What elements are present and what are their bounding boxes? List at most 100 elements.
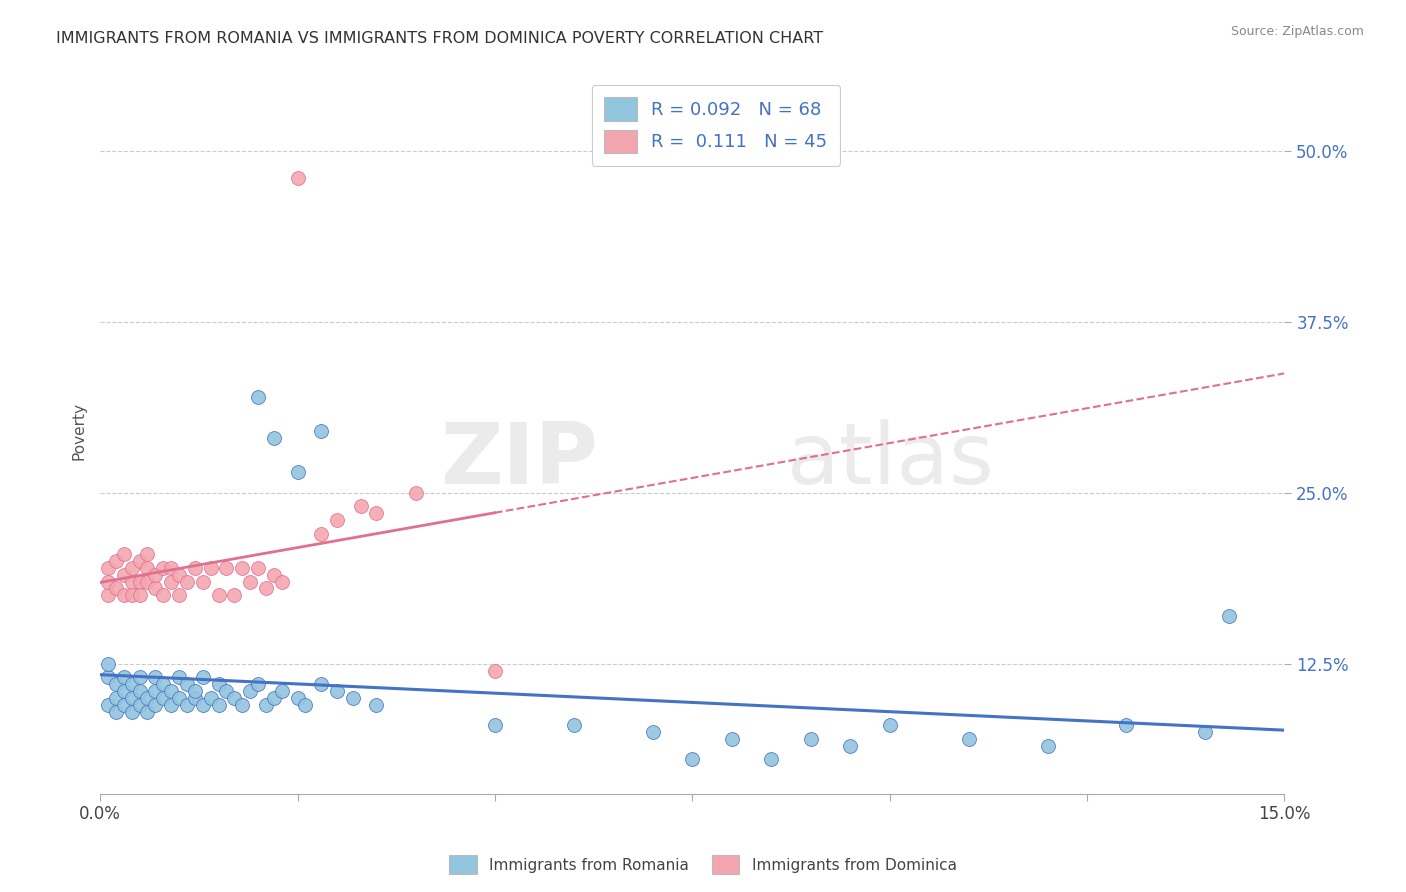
Point (97, 561, 120, 575)
Point (484, 664, 506, 678)
Point (191, 670, 214, 684)
Point (136, 561, 159, 575)
Point (104, 554, 127, 568)
Point (239, 684, 262, 698)
Text: IMMIGRANTS FROM ROMANIA VS IMMIGRANTS FROM DOMINICA POVERTY CORRELATION CHART: IMMIGRANTS FROM ROMANIA VS IMMIGRANTS FR… (56, 31, 824, 46)
Point (160, 698, 183, 712)
Point (326, 684, 349, 698)
Point (97, 574, 120, 589)
Point (342, 690, 364, 705)
Point (247, 390, 270, 404)
Point (350, 500, 373, 514)
Point (326, 513, 349, 527)
Point (97, 588, 120, 602)
Point (160, 561, 183, 575)
Point (176, 574, 198, 589)
Point (167, 690, 190, 705)
Point (104, 690, 127, 705)
Point (254, 698, 277, 712)
Point (1115, 718, 1137, 732)
Point (839, 739, 862, 753)
Point (121, 561, 143, 575)
Point (128, 554, 150, 568)
Point (160, 684, 183, 698)
Point (128, 698, 150, 712)
Point (254, 582, 277, 596)
Point (239, 574, 262, 589)
Point (231, 698, 253, 712)
Point (207, 588, 229, 602)
Point (224, 690, 246, 705)
Point (152, 588, 174, 602)
Point (191, 574, 214, 589)
Point (1194, 725, 1216, 739)
Point (231, 561, 253, 575)
Point (121, 574, 143, 589)
Point (128, 588, 150, 602)
Point (152, 677, 174, 691)
Point (145, 567, 167, 582)
Point (294, 698, 316, 712)
Point (309, 424, 332, 438)
Point (1036, 739, 1059, 753)
Point (200, 561, 222, 575)
Point (184, 690, 207, 705)
Point (104, 582, 127, 596)
Point (641, 725, 664, 739)
Point (121, 705, 143, 719)
Point (97, 698, 120, 712)
Point (145, 698, 167, 712)
Point (121, 690, 143, 705)
Point (879, 718, 901, 732)
Point (104, 677, 127, 691)
Point (160, 574, 183, 589)
Point (761, 752, 783, 766)
Point (224, 588, 246, 602)
Point (200, 690, 222, 705)
Point (184, 561, 207, 575)
Point (287, 690, 309, 705)
Y-axis label: Poverty: Poverty (72, 402, 86, 460)
Point (309, 677, 332, 691)
Point (287, 465, 309, 479)
Point (112, 588, 135, 602)
Point (104, 705, 127, 719)
Text: atlas: atlas (787, 418, 995, 501)
Point (97, 670, 120, 684)
Point (405, 485, 427, 500)
Point (121, 677, 143, 691)
Point (681, 752, 703, 766)
Point (167, 670, 190, 684)
Legend: Immigrants from Romania, Immigrants from Dominica: Immigrants from Romania, Immigrants from… (443, 849, 963, 880)
Point (112, 567, 135, 582)
Point (136, 574, 159, 589)
Legend: R = 0.092   N = 68, R =  0.111   N = 45: R = 0.092 N = 68, R = 0.111 N = 45 (592, 85, 841, 166)
Point (136, 705, 159, 719)
Point (800, 731, 823, 746)
Point (484, 718, 506, 732)
Point (112, 547, 135, 561)
Point (167, 567, 190, 582)
Point (152, 561, 174, 575)
Point (207, 677, 229, 691)
Point (136, 547, 159, 561)
Point (176, 677, 198, 691)
Point (112, 698, 135, 712)
Point (145, 582, 167, 596)
Point (167, 588, 190, 602)
Point (128, 574, 150, 589)
Point (263, 431, 285, 445)
Point (207, 698, 229, 712)
Point (270, 684, 292, 698)
Point (136, 690, 159, 705)
Point (152, 690, 174, 705)
Point (720, 731, 742, 746)
Point (287, 171, 309, 186)
Point (1218, 608, 1240, 623)
Point (112, 670, 135, 684)
Point (121, 588, 143, 602)
Text: ZIP: ZIP (440, 418, 598, 501)
Point (145, 684, 167, 698)
Point (957, 731, 980, 746)
Point (263, 690, 285, 705)
